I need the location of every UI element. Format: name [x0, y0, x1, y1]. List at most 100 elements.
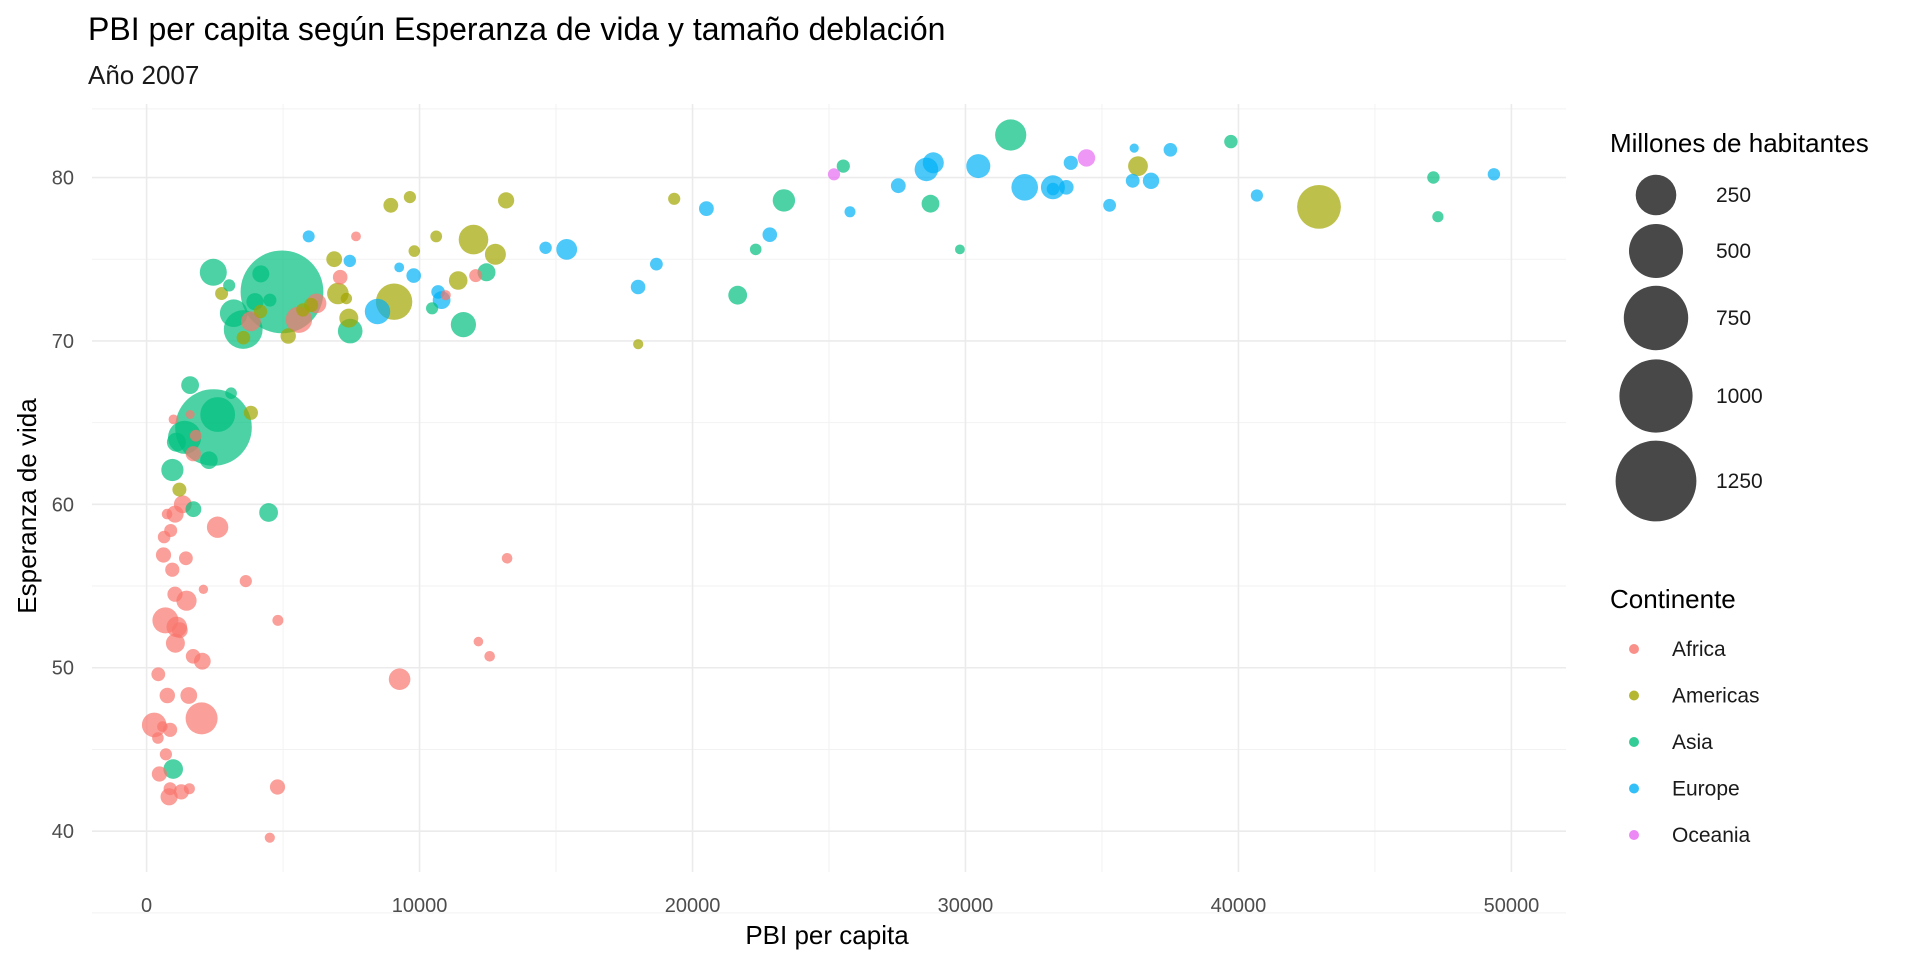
data-point-asia	[1224, 134, 1238, 149]
data-point-africa	[163, 782, 177, 796]
data-point-europe	[630, 279, 646, 295]
size-legend-title: Millones de habitantes	[1610, 128, 1869, 158]
data-point-europe	[556, 239, 578, 260]
size-legend-label: 1250	[1716, 470, 1763, 493]
data-point-americas	[430, 230, 443, 243]
color-legend-label: Africa	[1672, 638, 1726, 661]
data-point-americas	[668, 192, 681, 205]
x-tick-label: 30000	[938, 895, 994, 917]
data-point-americas	[403, 191, 416, 204]
color-legend-title: Continente	[1610, 584, 1736, 614]
data-point-africa	[179, 551, 193, 566]
data-point-africa	[151, 766, 167, 782]
data-point-americas	[215, 287, 229, 300]
y-tick-label: 40	[52, 821, 74, 843]
data-point-asia	[772, 189, 796, 212]
data-point-africa	[484, 651, 496, 662]
data-point-africa	[185, 410, 195, 419]
x-tick-label: 10000	[392, 895, 448, 917]
data-point-africa	[501, 553, 513, 564]
y-tick-label: 70	[52, 331, 74, 353]
data-point-americas	[339, 308, 359, 328]
color-legend-label: Europe	[1672, 778, 1740, 801]
data-point-americas	[280, 328, 296, 344]
data-point-oceania	[827, 168, 841, 181]
data-point-africa	[167, 586, 183, 602]
y-tick-label: 50	[52, 658, 74, 680]
data-point-americas	[340, 292, 353, 305]
data-point-americas	[383, 197, 399, 213]
y-axis-title: Esperanza de vida	[12, 398, 42, 614]
data-point-africa	[152, 732, 164, 744]
data-point-americas	[243, 405, 258, 420]
size-legend-label: 250	[1716, 184, 1751, 207]
data-point-africa	[272, 614, 284, 626]
data-point-africa	[168, 414, 179, 425]
size-legend-label: 500	[1716, 240, 1751, 263]
data-point-americas	[172, 482, 187, 497]
chart-title: PBI per capita según Esperanza de vida y…	[88, 11, 945, 47]
size-legend-circle	[1615, 440, 1697, 522]
data-point-asia	[219, 299, 248, 328]
data-point-americas	[1297, 185, 1341, 229]
data-point-africa	[388, 668, 411, 690]
color-legend-swatch	[1629, 830, 1639, 840]
data-point-asia	[185, 501, 202, 518]
data-point-europe	[1063, 155, 1078, 170]
y-axis-ticks: 40 50 60 70 80	[52, 168, 74, 844]
data-point-africa	[155, 547, 172, 563]
data-point-americas	[296, 303, 310, 317]
data-point-europe	[922, 152, 944, 174]
data-point-americas	[326, 251, 343, 268]
data-point-africa	[165, 633, 185, 653]
size-legend-label: 1000	[1716, 385, 1763, 408]
data-point-africa	[157, 721, 168, 732]
data-point-asia	[225, 387, 237, 400]
data-point-americas	[448, 271, 468, 290]
data-point-americas	[498, 192, 515, 209]
data-point-asia	[921, 194, 940, 213]
data-point-africa	[180, 687, 198, 704]
data-point-africa	[351, 231, 361, 242]
data-point-africa	[185, 649, 201, 664]
x-tick-label: 40000	[1211, 895, 1267, 917]
data-point-asia	[166, 432, 186, 452]
data-point-europe	[890, 178, 906, 194]
data-point-africa	[185, 446, 201, 462]
data-point-europe	[1129, 143, 1139, 153]
data-point-africa	[157, 530, 171, 544]
data-point-europe	[844, 206, 856, 218]
data-points	[141, 119, 1501, 843]
data-point-africa	[185, 702, 218, 735]
size-legend-circle	[1629, 224, 1683, 278]
data-point-asia	[450, 312, 476, 338]
color-legend-label: Asia	[1672, 731, 1713, 754]
x-axis-title: PBI per capita	[745, 920, 909, 950]
data-point-europe	[394, 262, 405, 273]
size-legend-circle	[1619, 359, 1693, 433]
data-point-africa	[183, 783, 195, 795]
data-point-asia	[181, 376, 200, 394]
size-legend-circle	[1635, 174, 1677, 216]
data-point-europe	[1250, 189, 1263, 202]
data-point-asia	[836, 159, 850, 173]
y-tick-label: 60	[52, 494, 74, 516]
data-point-asia	[200, 451, 218, 470]
data-point-africa	[239, 575, 252, 588]
color-legend-swatch	[1629, 644, 1639, 654]
data-point-asia	[728, 285, 748, 305]
color-legend-label: Americas	[1672, 685, 1760, 708]
data-point-europe	[302, 230, 315, 243]
data-point-africa	[159, 748, 172, 761]
y-tick-label: 80	[52, 168, 74, 190]
data-point-americas	[408, 245, 421, 257]
data-point-europe	[1046, 182, 1060, 196]
data-point-europe	[762, 227, 778, 242]
size-legend-label: 750	[1716, 307, 1751, 330]
color-legend: Continente Africa Americas Asia Europe Ocean…	[1610, 584, 1760, 847]
data-point-africa	[206, 516, 229, 538]
data-point-europe	[1103, 198, 1116, 212]
data-point-europe	[539, 241, 552, 254]
data-point-asia	[749, 243, 762, 256]
data-point-africa	[241, 311, 261, 332]
